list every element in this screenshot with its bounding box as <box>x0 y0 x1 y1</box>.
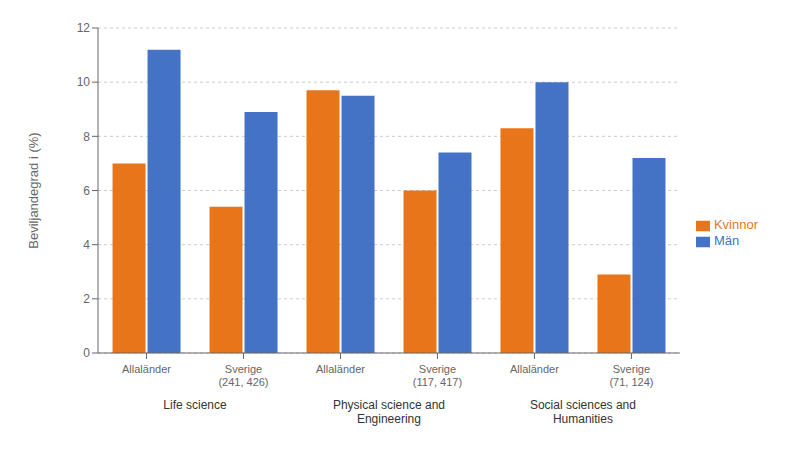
svg-text:10: 10 <box>77 75 91 89</box>
svg-text:4: 4 <box>83 238 90 252</box>
svg-text:6: 6 <box>83 184 90 198</box>
svg-text:12: 12 <box>77 21 91 35</box>
svg-text:Beviljandegrad i (%): Beviljandegrad i (%) <box>26 132 41 248</box>
svg-text:Social sciences andHumanities: Social sciences andHumanities <box>530 398 636 426</box>
svg-text:Allaländer: Allaländer <box>510 363 559 375</box>
svg-text:8: 8 <box>83 130 90 144</box>
svg-text:Life science: Life science <box>163 398 227 412</box>
svg-text:2: 2 <box>83 292 90 306</box>
svg-text:Allaländer: Allaländer <box>316 363 365 375</box>
svg-text:0: 0 <box>83 346 90 360</box>
svg-text:Sverige(71, 124): Sverige(71, 124) <box>609 363 653 388</box>
svg-text:Allaländer: Allaländer <box>122 363 171 375</box>
html-text:Män: Män <box>713 233 740 248</box>
svg-text:Sverige(241, 426): Sverige(241, 426) <box>218 363 268 388</box>
svg-text:Physical science andEngineerin: Physical science andEngineering <box>333 398 445 426</box>
html-text:Kvinnor: Kvinnor <box>713 217 758 233</box>
svg-text:Sverige(117, 417): Sverige(117, 417) <box>413 363 462 388</box>
